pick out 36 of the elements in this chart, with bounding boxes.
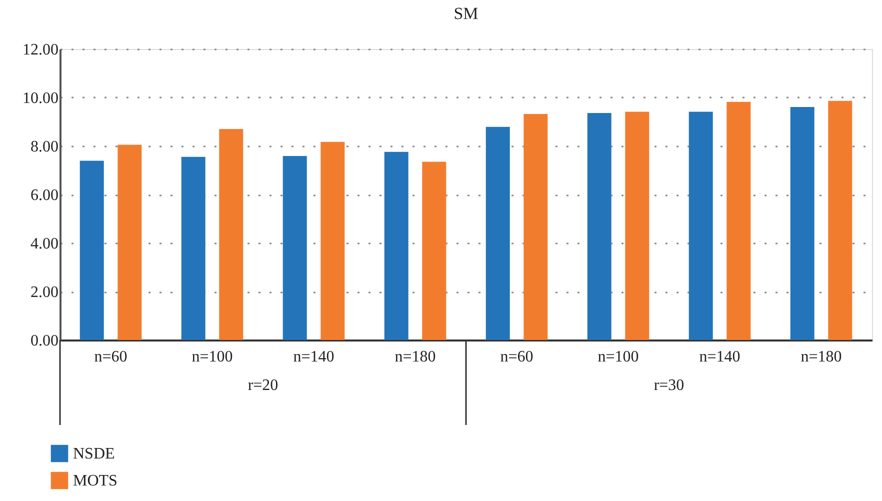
x-tick-label: n=140: [293, 348, 334, 366]
x-tick-label: n=60: [94, 348, 128, 366]
bar: [422, 162, 446, 340]
x-tick-label: n=180: [800, 348, 842, 366]
bar: [524, 114, 548, 340]
y-tick-label: 8.00: [30, 138, 58, 156]
x-tick-label: n=180: [394, 348, 436, 366]
bar: [282, 156, 307, 340]
bar: [181, 156, 206, 340]
bar: [486, 126, 510, 340]
x-tick-label: n=140: [699, 348, 740, 366]
bar: [320, 142, 345, 340]
bar: [688, 112, 713, 340]
bar: [587, 113, 612, 340]
legend-label: NSDE: [73, 446, 115, 462]
y-tick-label: 10.00: [22, 90, 58, 107]
y-tick-label: 2.00: [30, 284, 58, 301]
bar: [384, 152, 408, 340]
bar: [625, 112, 650, 340]
x-tick-label: n=100: [192, 348, 233, 366]
text: r=30: [654, 377, 684, 394]
x-tick-label: n=100: [598, 348, 639, 366]
legend-label: MOTS: [73, 472, 118, 490]
bar: [790, 106, 814, 340]
y-tick-label: 12.00: [22, 42, 58, 58]
bar: [828, 100, 852, 340]
y-tick-label: 0.00: [30, 332, 58, 350]
y-tick-label: 4.00: [30, 236, 58, 252]
bar: [726, 102, 751, 340]
bar: [219, 129, 244, 340]
bar: [118, 144, 142, 340]
chart-title: SM: [454, 4, 478, 23]
text: r=20: [248, 377, 278, 394]
x-tick-label: n=60: [500, 348, 534, 366]
bar: [80, 160, 104, 340]
y-tick-label: 6.00: [30, 187, 58, 204]
